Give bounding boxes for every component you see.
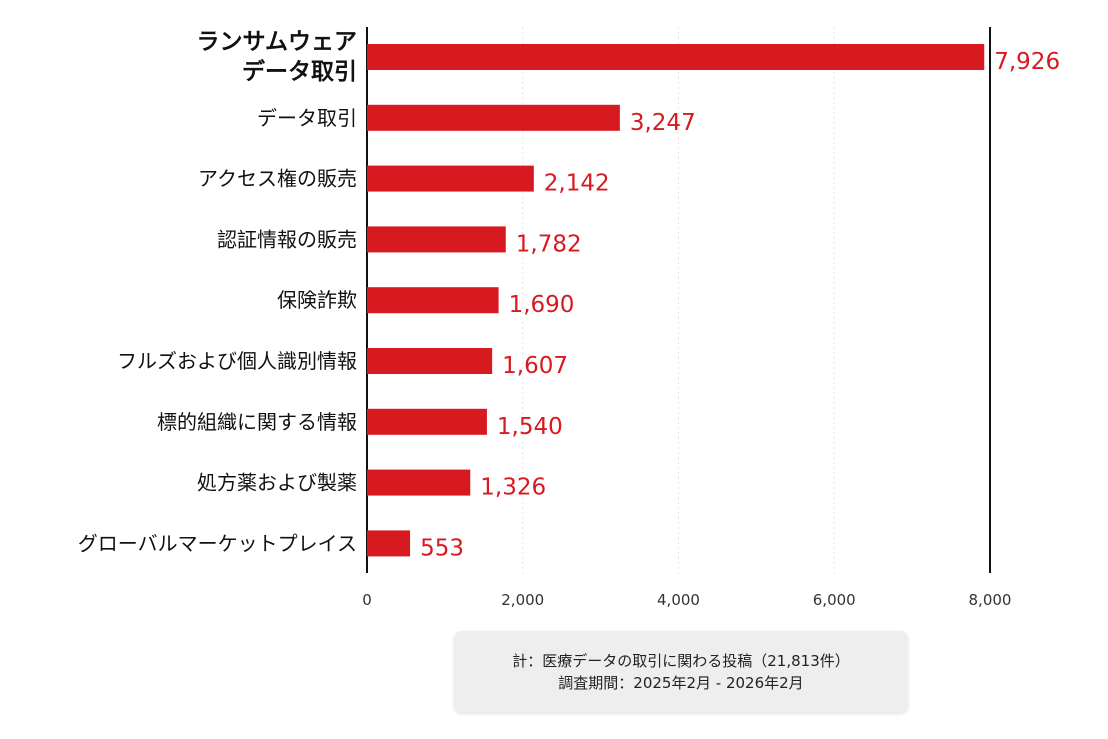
bar	[367, 44, 985, 70]
category-label: フルズおよび個人識別情報	[117, 349, 357, 373]
category-label: 認証情報の販売	[217, 227, 357, 251]
category-label: データ取引	[242, 58, 357, 85]
value-label: 1,782	[516, 231, 582, 257]
footnote-total: 計：医療データの取引に関わる投稿（21,813件）	[512, 652, 850, 670]
category-label: グローバルマーケットプレイス	[78, 531, 357, 555]
bar	[367, 226, 506, 253]
value-label: 1,540	[497, 414, 563, 440]
x-tick-label: 0	[362, 591, 372, 609]
value-label: 3,247	[630, 110, 696, 136]
value-label: 1,326	[480, 475, 546, 501]
value-label: 1,607	[502, 353, 568, 379]
x-tick-label: 4,000	[657, 591, 700, 609]
category-label: 処方薬および製薬	[197, 471, 357, 495]
category-label: データ取引	[257, 106, 357, 130]
bar	[367, 469, 471, 496]
category-label: ランサムウェア	[196, 29, 357, 55]
bar	[367, 348, 493, 374]
bar	[367, 530, 411, 557]
bar	[367, 104, 620, 131]
bar	[367, 287, 499, 314]
value-label: 553	[420, 535, 464, 561]
x-tick-label: 2,000	[501, 591, 544, 609]
x-tick-label: 6,000	[813, 591, 856, 609]
value-label: 1,690	[509, 292, 575, 318]
category-label: アクセス権の販売	[198, 167, 357, 191]
value-label: 2,142	[544, 171, 610, 197]
bar	[367, 408, 487, 435]
x-tick-label: 8,000	[969, 591, 1012, 609]
bar	[367, 165, 534, 192]
category-label: 保険詐欺	[277, 288, 357, 312]
footnote-box: 計：医療データの取引に関わる投稿（21,813件） 調査期間：2025年2月 -…	[454, 631, 908, 713]
value-label: 7,926	[994, 49, 1060, 75]
footnote-period: 調査期間：2025年2月 - 2026年2月	[558, 674, 804, 692]
category-label: 標的組織に関する情報	[157, 410, 357, 434]
